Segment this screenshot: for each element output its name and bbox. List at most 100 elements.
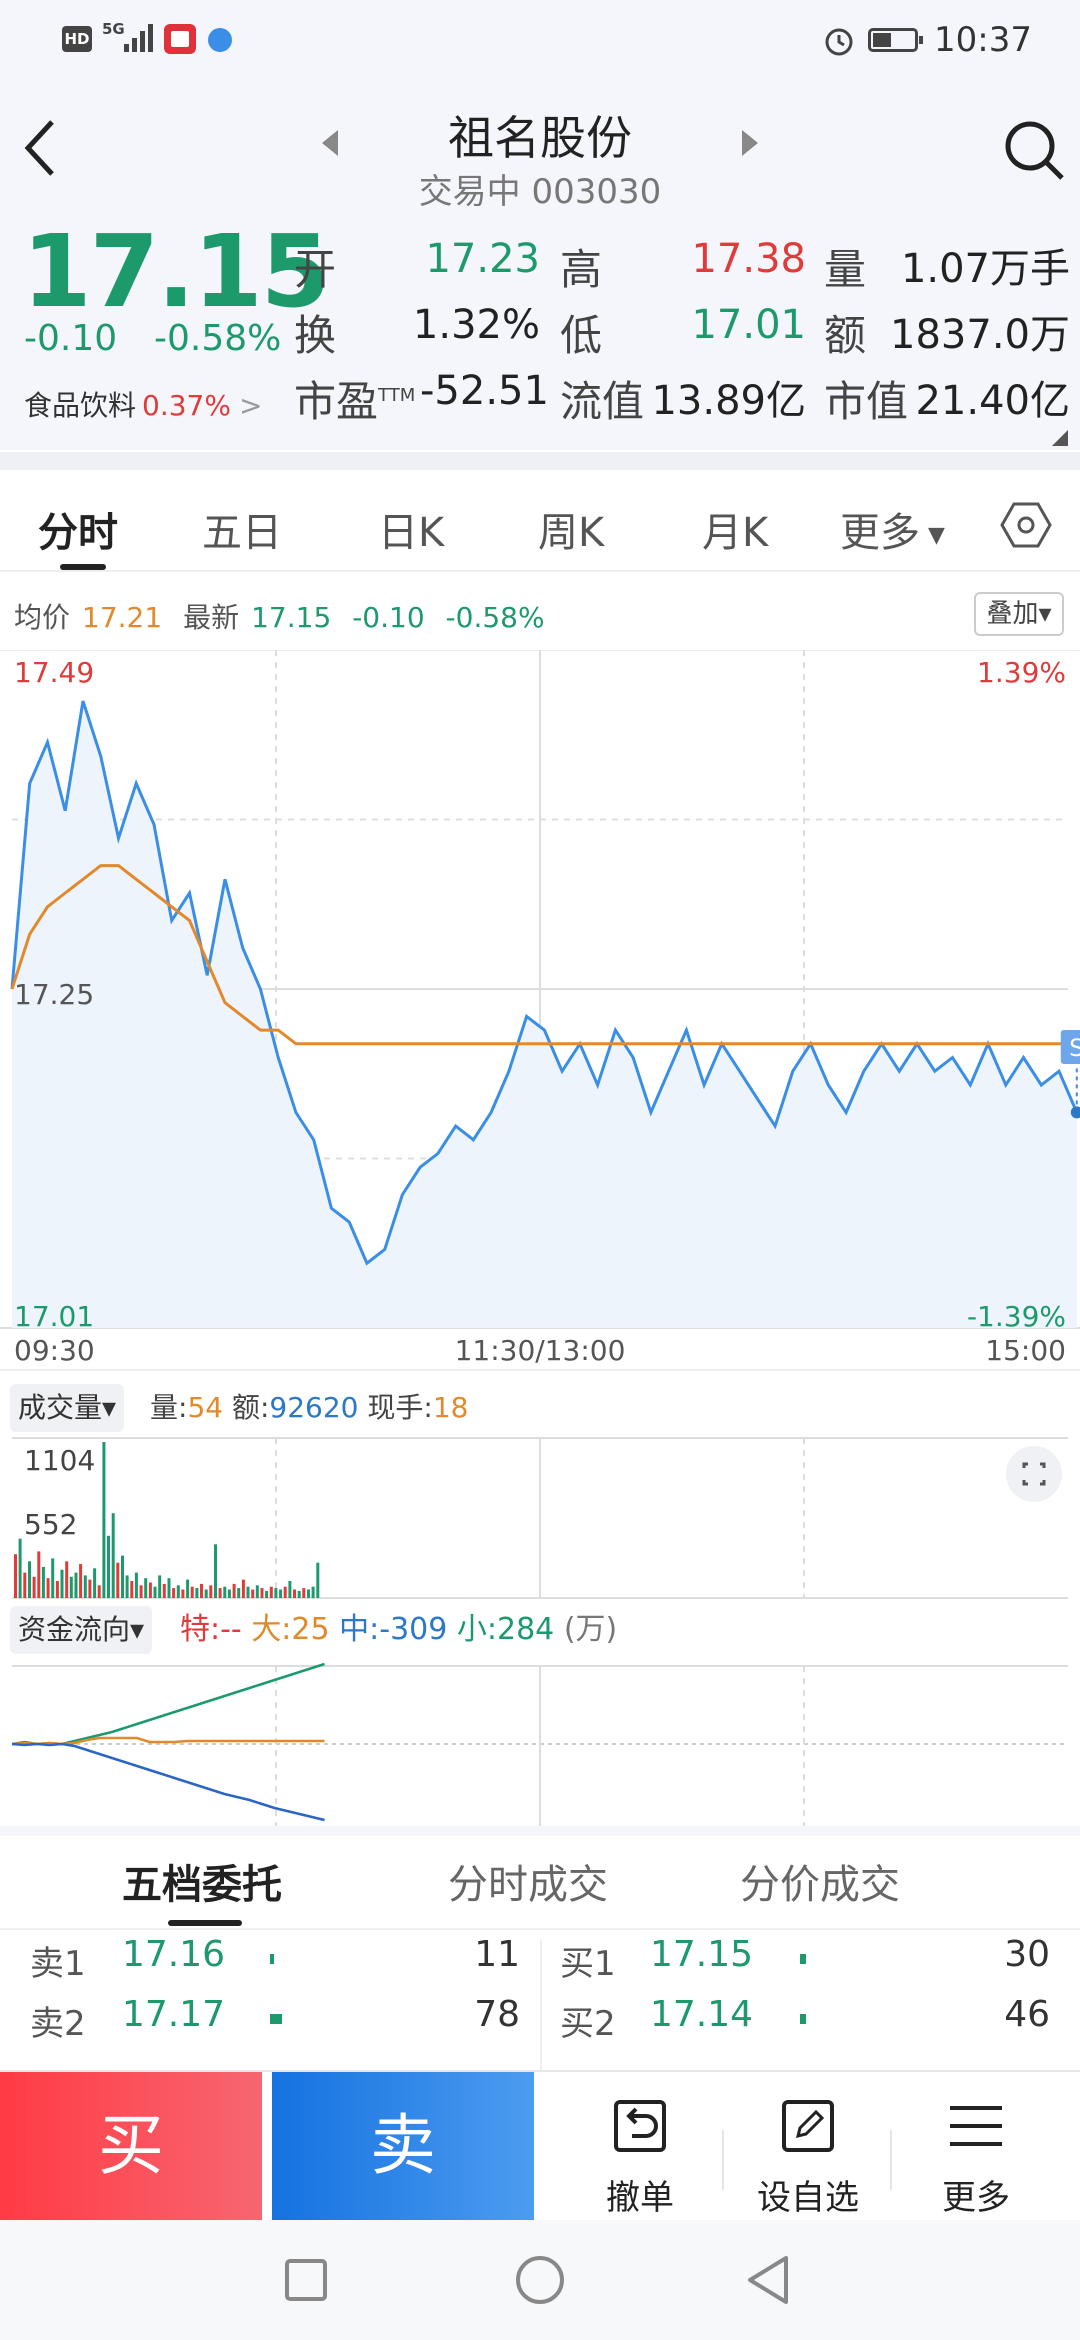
chart-legend: 均价 17.21 最新 17.15 -0.10 -0.58% bbox=[14, 596, 557, 636]
latest-point bbox=[1070, 1106, 1080, 1119]
tab-weekly-k[interactable]: 周K bbox=[538, 510, 605, 556]
prev-stock-icon[interactable] bbox=[320, 128, 340, 158]
open-value: 17.23 bbox=[425, 236, 540, 282]
volume-bar bbox=[139, 1585, 143, 1598]
turnover-value: 1.32% bbox=[412, 302, 540, 348]
tab-order-book[interactable]: 五档委托 bbox=[122, 1862, 282, 1908]
turnover-label: 换 bbox=[294, 311, 337, 360]
more-button[interactable]: 更多 bbox=[906, 2096, 1046, 2219]
volume-bar bbox=[311, 1586, 315, 1598]
current-price: 17.15 bbox=[22, 213, 330, 330]
volume-bar bbox=[265, 1590, 269, 1598]
sell-button[interactable]: 卖 bbox=[272, 2072, 534, 2220]
volume-bar bbox=[158, 1575, 162, 1598]
volume-bar bbox=[223, 1586, 227, 1598]
hand-value: 18 bbox=[432, 1391, 469, 1424]
system-nav-bar bbox=[0, 2220, 1080, 2340]
chart-settings-icon[interactable] bbox=[1000, 500, 1052, 550]
volume-bar bbox=[190, 1586, 194, 1598]
amount-label: 额 bbox=[824, 311, 867, 360]
cancel-order-button[interactable]: 撤单 bbox=[570, 2096, 710, 2219]
cancel-order-icon bbox=[614, 2100, 666, 2152]
next-stock-icon[interactable] bbox=[740, 128, 760, 158]
sell2-bar bbox=[270, 2014, 282, 2024]
tab-tick-trades[interactable]: 分时成交 bbox=[448, 1862, 608, 1908]
volume-bar bbox=[74, 1572, 78, 1598]
hd-icon: HD bbox=[62, 26, 92, 52]
volume-bar bbox=[65, 1561, 69, 1598]
amt-label: 额: bbox=[231, 1391, 270, 1424]
volume-bar bbox=[209, 1585, 213, 1598]
globe-app-icon bbox=[208, 28, 232, 52]
sector-link[interactable]: 食品饮料 0.37% > bbox=[24, 384, 262, 424]
price-area bbox=[12, 701, 1077, 1328]
signal-bars-icon bbox=[124, 24, 153, 52]
volume-bar bbox=[293, 1589, 296, 1598]
buy2-vol: 46 bbox=[1004, 1994, 1050, 2035]
volume-info: 量:54 额:92620 现手:18 bbox=[150, 1386, 468, 1430]
volume-bar bbox=[251, 1589, 255, 1598]
volume-bar bbox=[107, 1535, 110, 1598]
charts-area[interactable]: S 17.49 17.25 17.01 1.39% -1.39% 09:30 11:30/13… bbox=[0, 650, 1080, 1830]
tab-intraday[interactable]: 分时 bbox=[38, 510, 118, 556]
volume-bar bbox=[83, 1575, 87, 1598]
float-cap-label: 流值 bbox=[560, 377, 645, 426]
overlay-button[interactable]: 叠加▾ bbox=[974, 592, 1064, 636]
quote-panel bbox=[0, 210, 1080, 450]
search-icon[interactable] bbox=[1002, 118, 1066, 182]
period-tabs bbox=[0, 470, 1080, 572]
home-icon[interactable] bbox=[514, 2254, 566, 2306]
flow-unit: (万) bbox=[563, 1612, 618, 1647]
volume-bar bbox=[200, 1583, 203, 1598]
amount-value: 1837.0万 bbox=[890, 312, 1070, 358]
amt-value: 92620 bbox=[269, 1391, 359, 1424]
chevron-right-icon: > bbox=[238, 389, 263, 422]
tab-more[interactable]: 更多 ▼ bbox=[840, 510, 945, 556]
volume-bar bbox=[23, 1572, 27, 1598]
buy-button[interactable]: 买 bbox=[0, 2072, 262, 2220]
tab-daily-k[interactable]: 日K bbox=[378, 510, 445, 556]
sell1-label: 卖1 bbox=[30, 1944, 86, 1984]
volume-bar bbox=[130, 1581, 134, 1598]
flow-line-0 bbox=[11, 1662, 325, 1746]
volume-bar bbox=[274, 1588, 278, 1598]
volume-bar bbox=[102, 1442, 106, 1598]
tab-five-day[interactable]: 五日 bbox=[202, 510, 282, 556]
volume-bar bbox=[307, 1589, 310, 1598]
add-watchlist-button[interactable]: 设自选 bbox=[738, 2096, 878, 2219]
stock-code: 003030 bbox=[531, 172, 662, 212]
pct-tick-label: -1.39% bbox=[967, 1300, 1066, 1333]
vol-value: 54 bbox=[187, 1391, 224, 1424]
high-value: 17.38 bbox=[691, 236, 806, 282]
header bbox=[0, 80, 1080, 210]
vol-tick-label: 1104 bbox=[24, 1444, 95, 1477]
tab-monthly-k[interactable]: 月K bbox=[702, 510, 769, 556]
sell1-vol: 11 bbox=[474, 1934, 520, 1975]
volume-bar bbox=[279, 1589, 283, 1598]
volume-bar bbox=[283, 1586, 287, 1598]
volume-bar bbox=[162, 1583, 166, 1598]
flow-selector[interactable]: 资金流向▾ bbox=[10, 1606, 153, 1654]
price-change-pct: -0.58% bbox=[154, 318, 282, 359]
trading-status: 交易中 bbox=[418, 172, 521, 212]
back-nav-icon[interactable] bbox=[744, 2254, 792, 2306]
flow-da: 大:25 bbox=[251, 1612, 330, 1647]
volume-selector[interactable]: 成交量▾ bbox=[10, 1384, 125, 1432]
volume-bar bbox=[88, 1579, 92, 1598]
latest-change: -0.10 bbox=[352, 601, 425, 634]
fullscreen-icon[interactable] bbox=[1006, 1446, 1062, 1502]
back-arrow-icon[interactable] bbox=[20, 118, 60, 178]
y-tick-label: 17.49 bbox=[14, 656, 94, 689]
buy1-bar bbox=[800, 1954, 806, 1964]
float-cap-value: 13.89亿 bbox=[651, 378, 806, 424]
tab-price-trades[interactable]: 分价成交 bbox=[740, 1862, 900, 1908]
recent-apps-icon[interactable] bbox=[284, 2258, 328, 2302]
market-cap-label: 市值 bbox=[824, 377, 909, 426]
volume-bar bbox=[111, 1513, 115, 1598]
volume-bar bbox=[18, 1538, 22, 1598]
signal-label: 5G bbox=[102, 20, 125, 38]
sell1-bar bbox=[270, 1954, 274, 1964]
volume-bar bbox=[269, 1586, 273, 1598]
avg-label: 均价 bbox=[14, 601, 71, 634]
expand-corner-icon[interactable] bbox=[1052, 430, 1068, 446]
